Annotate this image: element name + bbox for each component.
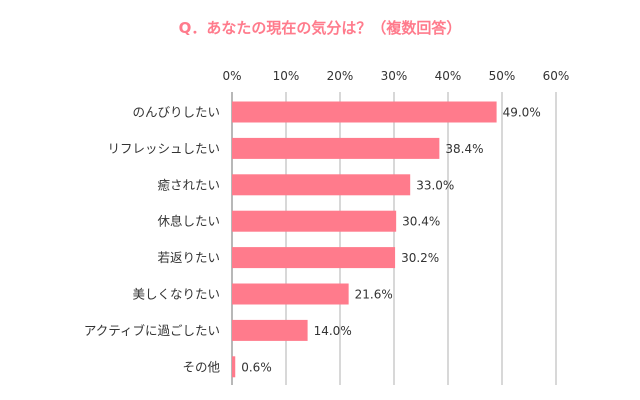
category-label: アクティブに過ごしたい <box>84 323 220 338</box>
bar <box>232 210 397 232</box>
bar <box>232 356 236 378</box>
value-label: 30.2% <box>401 251 439 265</box>
value-label: 30.4% <box>402 215 440 229</box>
gridlines <box>231 92 557 385</box>
value-label: 33.0% <box>416 178 454 192</box>
category-label: その他 <box>182 359 220 374</box>
bar <box>232 283 349 305</box>
x-tick-label: 30% <box>381 69 408 83</box>
category-label: 若返りたい <box>157 250 220 265</box>
bars <box>232 101 497 378</box>
bar <box>232 101 497 123</box>
bar <box>232 174 411 196</box>
value-label: 0.6% <box>241 360 271 374</box>
value-label: 21.6% <box>355 288 393 302</box>
x-tick-label: 0% <box>222 69 241 83</box>
category-label: 休息したい <box>157 214 220 229</box>
category-label: リフレッシュしたい <box>107 141 220 156</box>
x-tick-label: 60% <box>543 69 570 83</box>
value-label: 49.0% <box>503 106 541 120</box>
x-tick-label: 20% <box>327 69 354 83</box>
x-axis-ticks: 0% 10% 20% 30% 40% 50% 60% <box>222 69 569 83</box>
x-tick-label: 50% <box>489 69 516 83</box>
category-label: 癒されたい <box>157 177 220 192</box>
value-labels: 49.0% 38.4% 33.0% 30.4% 30.2% 21.6% 14.0% 0.6% <box>241 106 540 375</box>
category-label: 美しくなりたい <box>132 287 220 302</box>
x-tick-label: 10% <box>273 69 300 83</box>
value-label: 38.4% <box>445 142 483 156</box>
category-labels: のんびりしたいリフレッシュしたい癒されたい休息したい若返りたい美しくなりたいアク… <box>84 105 221 375</box>
value-label: 14.0% <box>314 324 352 338</box>
chart-title: Q．あなたの現在の気分は？（複数回答） <box>179 19 462 37</box>
bar <box>232 137 440 159</box>
x-tick-label: 40% <box>435 69 462 83</box>
bar <box>232 247 396 269</box>
bar <box>232 319 308 341</box>
category-label: のんびりしたい <box>132 105 220 120</box>
